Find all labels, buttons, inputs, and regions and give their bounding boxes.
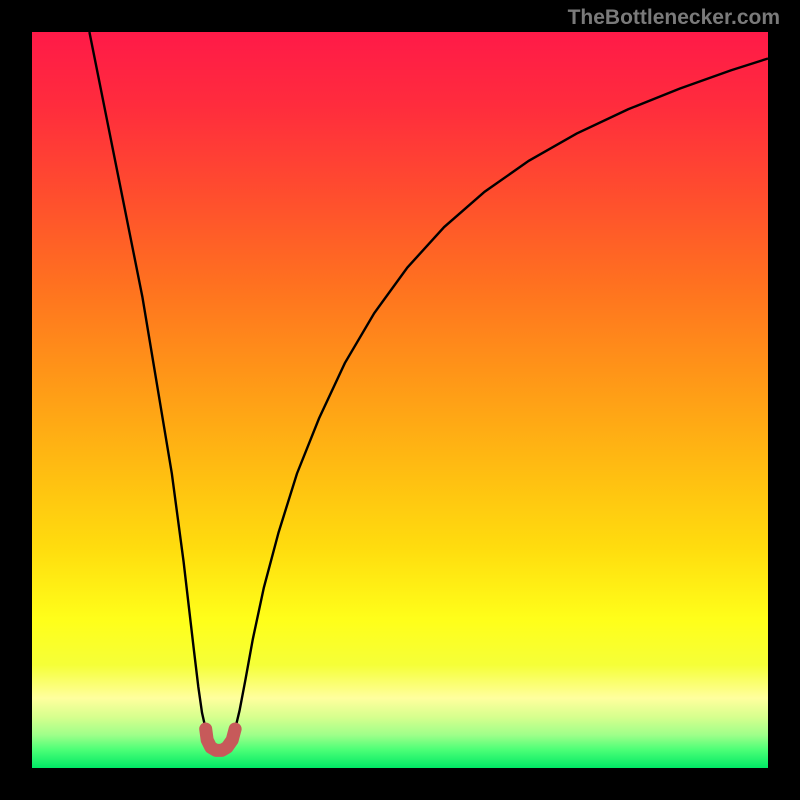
chart-svg <box>32 32 768 768</box>
watermark-label: TheBottlenecker.com <box>568 6 780 30</box>
gradient-background <box>32 32 768 768</box>
chart-container: TheBottlenecker.com <box>0 0 800 800</box>
plot-area <box>32 32 768 768</box>
